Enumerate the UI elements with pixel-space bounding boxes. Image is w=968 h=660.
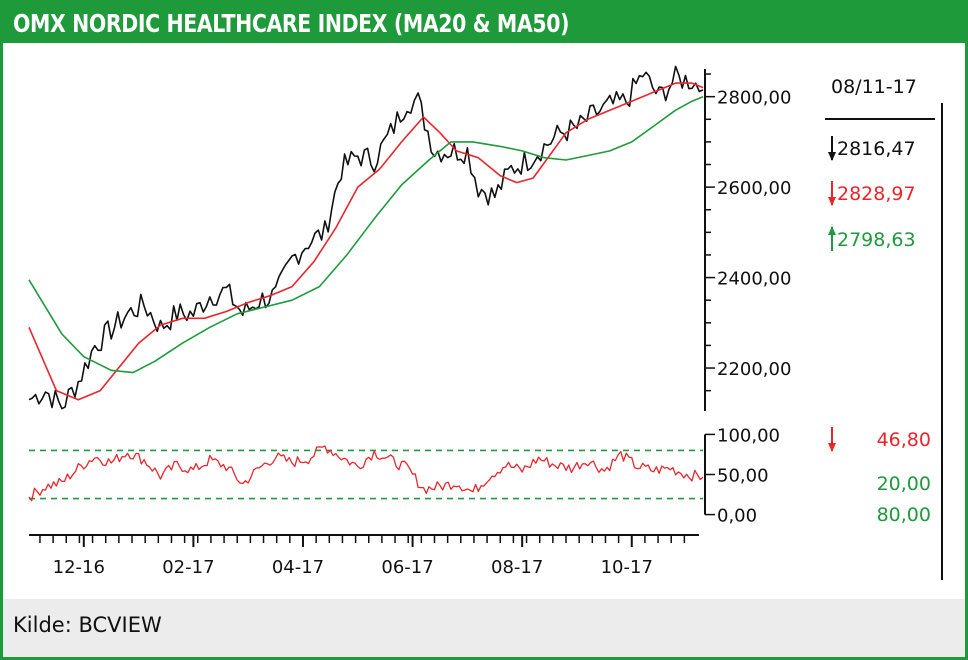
side-date: 08/11-17 (831, 76, 917, 98)
series-line-ma50 (28, 95, 704, 374)
source-label: Kilde: BCVIEW (13, 613, 162, 637)
price-panel (28, 65, 704, 410)
chart-title: OMX NORDIC HEALTHCARE INDEX (MA20 & MA50… (13, 9, 570, 38)
side-price-value: 2816,47 (837, 138, 916, 160)
side-ma20-value: 2828,97 (837, 183, 916, 205)
x-tick-label: 08-17 (491, 557, 543, 578)
price-y-tick-label: 2200,00 (717, 359, 791, 380)
series-line-ma20 (28, 82, 704, 401)
x-tick-label: 04-17 (272, 557, 324, 578)
price-y-tick-label: 2800,00 (717, 88, 791, 109)
footer: Kilde: BCVIEW (3, 599, 965, 657)
x-tick-label: 12-16 (53, 557, 105, 578)
side-ma50-value: 2798,63 (837, 229, 916, 251)
side-rsi-low: 20,00 (877, 473, 931, 495)
arrow-up-icon (828, 226, 836, 251)
arrow-down-icon (828, 136, 836, 161)
series-line-price (28, 65, 704, 410)
side-rsi-high: 80,00 (877, 504, 931, 526)
side-rsi-value: 46,80 (877, 429, 931, 451)
x-tick-label: 02-17 (162, 557, 214, 578)
rsi-panel (28, 445, 704, 502)
x-tick-label: 10-17 (601, 557, 653, 578)
arrow-down-icon (828, 181, 836, 206)
price-y-tick-label: 2600,00 (717, 178, 791, 199)
rsi-y-tick-label: 50,00 (717, 466, 769, 487)
arrow-down-icon (828, 427, 836, 452)
title-bar: OMX NORDIC HEALTHCARE INDEX (MA20 & MA50… (3, 3, 965, 43)
axes: 2800,00 2600,00 2400,00 2200,00 100,00 50,00 0… (29, 69, 791, 578)
chart-svg: 2800,00 2600,00 2400,00 2200,00 100,00 50,00 0… (28, 65, 943, 580)
rsi-y-tick-label: 100,00 (717, 425, 780, 446)
rsi-y-tick-label: 0,00 (717, 506, 757, 527)
chart-area: 2800,00 2600,00 2400,00 2200,00 100,00 50,00 0… (3, 43, 965, 599)
x-tick-label: 06-17 (381, 557, 433, 578)
series-line-rsi (28, 445, 704, 502)
price-y-tick-label: 2400,00 (717, 269, 791, 290)
